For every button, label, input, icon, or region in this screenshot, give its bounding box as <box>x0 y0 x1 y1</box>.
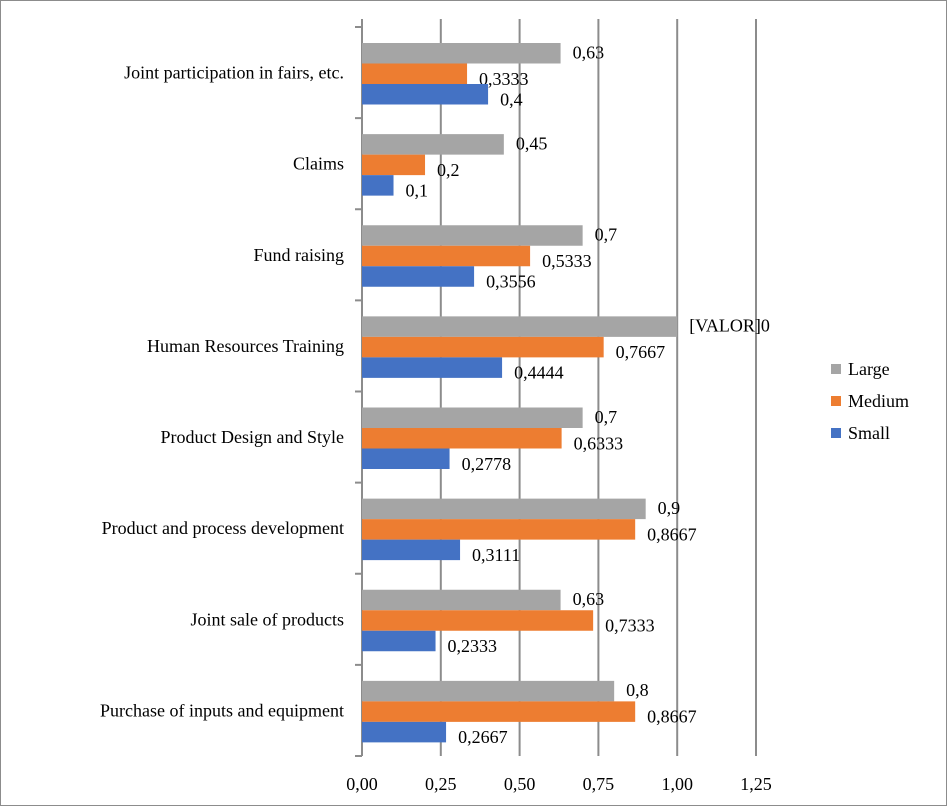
data-label: 0,63 <box>573 589 605 609</box>
category-label: Human Resources Training <box>147 336 344 356</box>
legend-swatch-large <box>831 364 841 374</box>
data-label: 0,8667 <box>647 524 697 544</box>
data-label: 0,6333 <box>574 433 624 453</box>
x-tick-label: 0,50 <box>504 774 536 794</box>
data-label: 0,5333 <box>542 251 592 271</box>
category-label: Joint participation in fairs, etc. <box>124 63 344 83</box>
x-tick-label: 0,00 <box>346 774 378 794</box>
bar-medium <box>362 428 562 449</box>
bar-small <box>362 175 394 196</box>
x-tick-label: 1,25 <box>740 774 772 794</box>
bar-large <box>362 498 646 520</box>
bar-small <box>362 630 436 652</box>
data-label: 0,3333 <box>479 69 529 89</box>
bar-large <box>362 43 561 64</box>
category-label: Fund raising <box>253 245 344 265</box>
bar-large <box>362 225 583 246</box>
data-label: 0,3111 <box>472 545 520 565</box>
category-label: Joint sale of products <box>191 609 344 629</box>
x-tick-label: 0,75 <box>583 774 615 794</box>
data-label: 0,63 <box>573 42 605 62</box>
legend-label: Small <box>848 423 890 443</box>
category-label: Product and process development <box>102 518 344 538</box>
data-label: 0,2667 <box>458 727 508 747</box>
x-tick-label: 0,25 <box>425 774 457 794</box>
bar-medium <box>362 519 636 540</box>
legend-swatch-medium <box>831 396 841 406</box>
data-label: 0,9 <box>658 498 681 518</box>
data-label: 0,2333 <box>448 636 498 656</box>
bar-large <box>362 407 583 428</box>
legend-label: Large <box>848 359 890 379</box>
category-label: Purchase of inputs and equipment <box>100 700 344 720</box>
bar-large <box>362 680 615 702</box>
data-label: 0,2 <box>437 160 460 180</box>
data-label: 0,8 <box>626 680 649 700</box>
category-label: Claims <box>293 154 344 174</box>
data-label: 0,7 <box>595 225 618 245</box>
bar-large <box>362 589 561 611</box>
bar-medium <box>362 63 468 84</box>
category-label: Product Design and Style <box>161 427 344 447</box>
bar-medium <box>362 610 594 631</box>
legend-label: Medium <box>848 391 909 411</box>
data-label: 0,4 <box>500 89 522 109</box>
bar-large <box>362 316 678 337</box>
bar-medium <box>362 154 426 176</box>
bar-small <box>362 539 461 561</box>
data-label: 0,4444 <box>514 363 564 383</box>
bar-medium <box>362 701 636 722</box>
data-label: [VALOR]0 <box>689 316 770 336</box>
data-label: 0,3556 <box>486 272 535 292</box>
data-label: 0,8667 <box>647 707 697 727</box>
bar-small <box>362 721 447 743</box>
data-label: 0,7667 <box>616 342 666 362</box>
bar-small <box>362 84 489 105</box>
data-label: 0,1 <box>406 180 429 200</box>
bar-medium <box>362 245 531 267</box>
legend-swatch-small <box>831 428 841 438</box>
data-label: 0,7 <box>595 407 618 427</box>
data-label: 0,45 <box>516 133 548 153</box>
bar-small <box>362 357 503 378</box>
data-label: 0,2778 <box>462 454 512 474</box>
x-tick-label: 1,00 <box>661 774 693 794</box>
bar-large <box>362 134 504 155</box>
bar-small <box>362 448 450 469</box>
data-label: 0,7333 <box>605 616 655 636</box>
bar-small <box>362 266 475 287</box>
bar-medium <box>362 336 604 358</box>
